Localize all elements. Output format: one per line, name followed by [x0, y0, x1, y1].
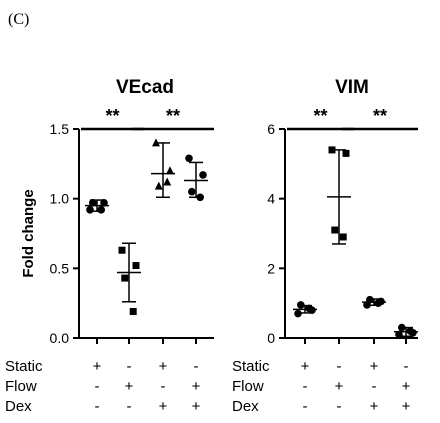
data-point	[196, 193, 204, 202]
condition-value: +	[125, 378, 134, 395]
data-point	[89, 199, 97, 207]
group-4	[184, 154, 208, 202]
condition-value: +	[159, 398, 168, 415]
y-axis-label: Fold change	[20, 189, 37, 277]
condition-value: -	[303, 398, 308, 415]
condition-label: Static	[232, 358, 270, 375]
y-tick-label: 0.0	[50, 330, 70, 346]
data-point	[129, 308, 137, 316]
condition-label: Static	[5, 358, 43, 375]
condition-value: +	[335, 378, 344, 395]
condition-label: Flow	[5, 378, 37, 395]
chart-vim: VIM 0 2 4 6 ** **	[267, 77, 418, 346]
condition-value: -	[194, 358, 199, 375]
condition-value: +	[301, 358, 310, 375]
data-point	[121, 274, 129, 282]
group-2	[327, 146, 351, 245]
chart-vecad: VEcad 0.0 0.5 1.0 1.5 Fold change ** **	[20, 77, 214, 346]
condition-value: -	[95, 398, 100, 415]
significance-label: **	[105, 106, 119, 126]
data-point	[374, 299, 383, 307]
data-point	[395, 330, 403, 339]
data-point	[166, 166, 174, 175]
y-tick-label: 6	[267, 121, 275, 137]
condition-value: +	[192, 398, 201, 415]
group-2	[117, 242, 141, 316]
condition-value: -	[337, 398, 342, 415]
y-tick-label: 0	[267, 330, 275, 346]
chart-title: VEcad	[116, 77, 174, 98]
condition-value: +	[93, 358, 102, 375]
data-point	[100, 199, 108, 207]
condition-table: Static + - + - Static + - + - Flow - + - + Flow - + - + Dex -…	[5, 358, 411, 415]
condition-value: -	[404, 358, 409, 375]
data-point	[185, 154, 193, 163]
condition-value: -	[127, 398, 132, 415]
data-point	[152, 138, 160, 147]
condition-value: -	[337, 358, 342, 375]
condition-value: +	[370, 358, 379, 375]
condition-value: +	[192, 378, 201, 395]
data-point	[199, 171, 207, 179]
significance-label: **	[313, 106, 327, 126]
panel-label: (C)	[8, 11, 29, 28]
data-point	[398, 323, 406, 332]
data-point	[118, 246, 126, 254]
y-tick-label: 0.5	[50, 260, 70, 276]
condition-value: +	[159, 358, 168, 375]
group-3	[151, 138, 175, 199]
data-point	[154, 181, 163, 190]
data-point	[342, 149, 350, 157]
data-point	[331, 226, 339, 234]
data-point	[132, 262, 140, 270]
data-point	[188, 187, 196, 196]
y-tick-label: 1.0	[50, 191, 70, 207]
chart-title: VIM	[335, 77, 369, 98]
condition-label: Dex	[232, 398, 259, 415]
data-point	[163, 177, 172, 186]
condition-value: +	[402, 378, 411, 395]
y-tick-label: 1.5	[50, 121, 70, 137]
data-point	[339, 233, 347, 241]
condition-value: -	[127, 358, 132, 375]
significance-label: **	[373, 106, 387, 126]
group-1	[85, 199, 109, 214]
condition-value: -	[303, 378, 308, 395]
data-point	[406, 327, 415, 335]
condition-value: +	[402, 398, 411, 415]
y-tick-label: 2	[267, 260, 275, 276]
data-point	[366, 295, 374, 304]
data-point	[305, 304, 314, 313]
condition-label: Flow	[232, 378, 264, 395]
condition-value: +	[370, 398, 379, 415]
data-point	[97, 206, 105, 214]
condition-value: -	[161, 378, 166, 395]
significance-label: **	[166, 106, 180, 126]
y-tick-label: 4	[267, 191, 275, 207]
data-point	[86, 206, 94, 214]
data-point	[297, 301, 305, 309]
group-1	[293, 301, 317, 318]
data-point	[294, 309, 302, 318]
group-4	[394, 323, 418, 339]
condition-label: Dex	[5, 398, 32, 415]
condition-value: -	[372, 378, 377, 395]
data-point	[328, 146, 336, 154]
group-3	[362, 295, 386, 309]
condition-value: -	[95, 378, 100, 395]
